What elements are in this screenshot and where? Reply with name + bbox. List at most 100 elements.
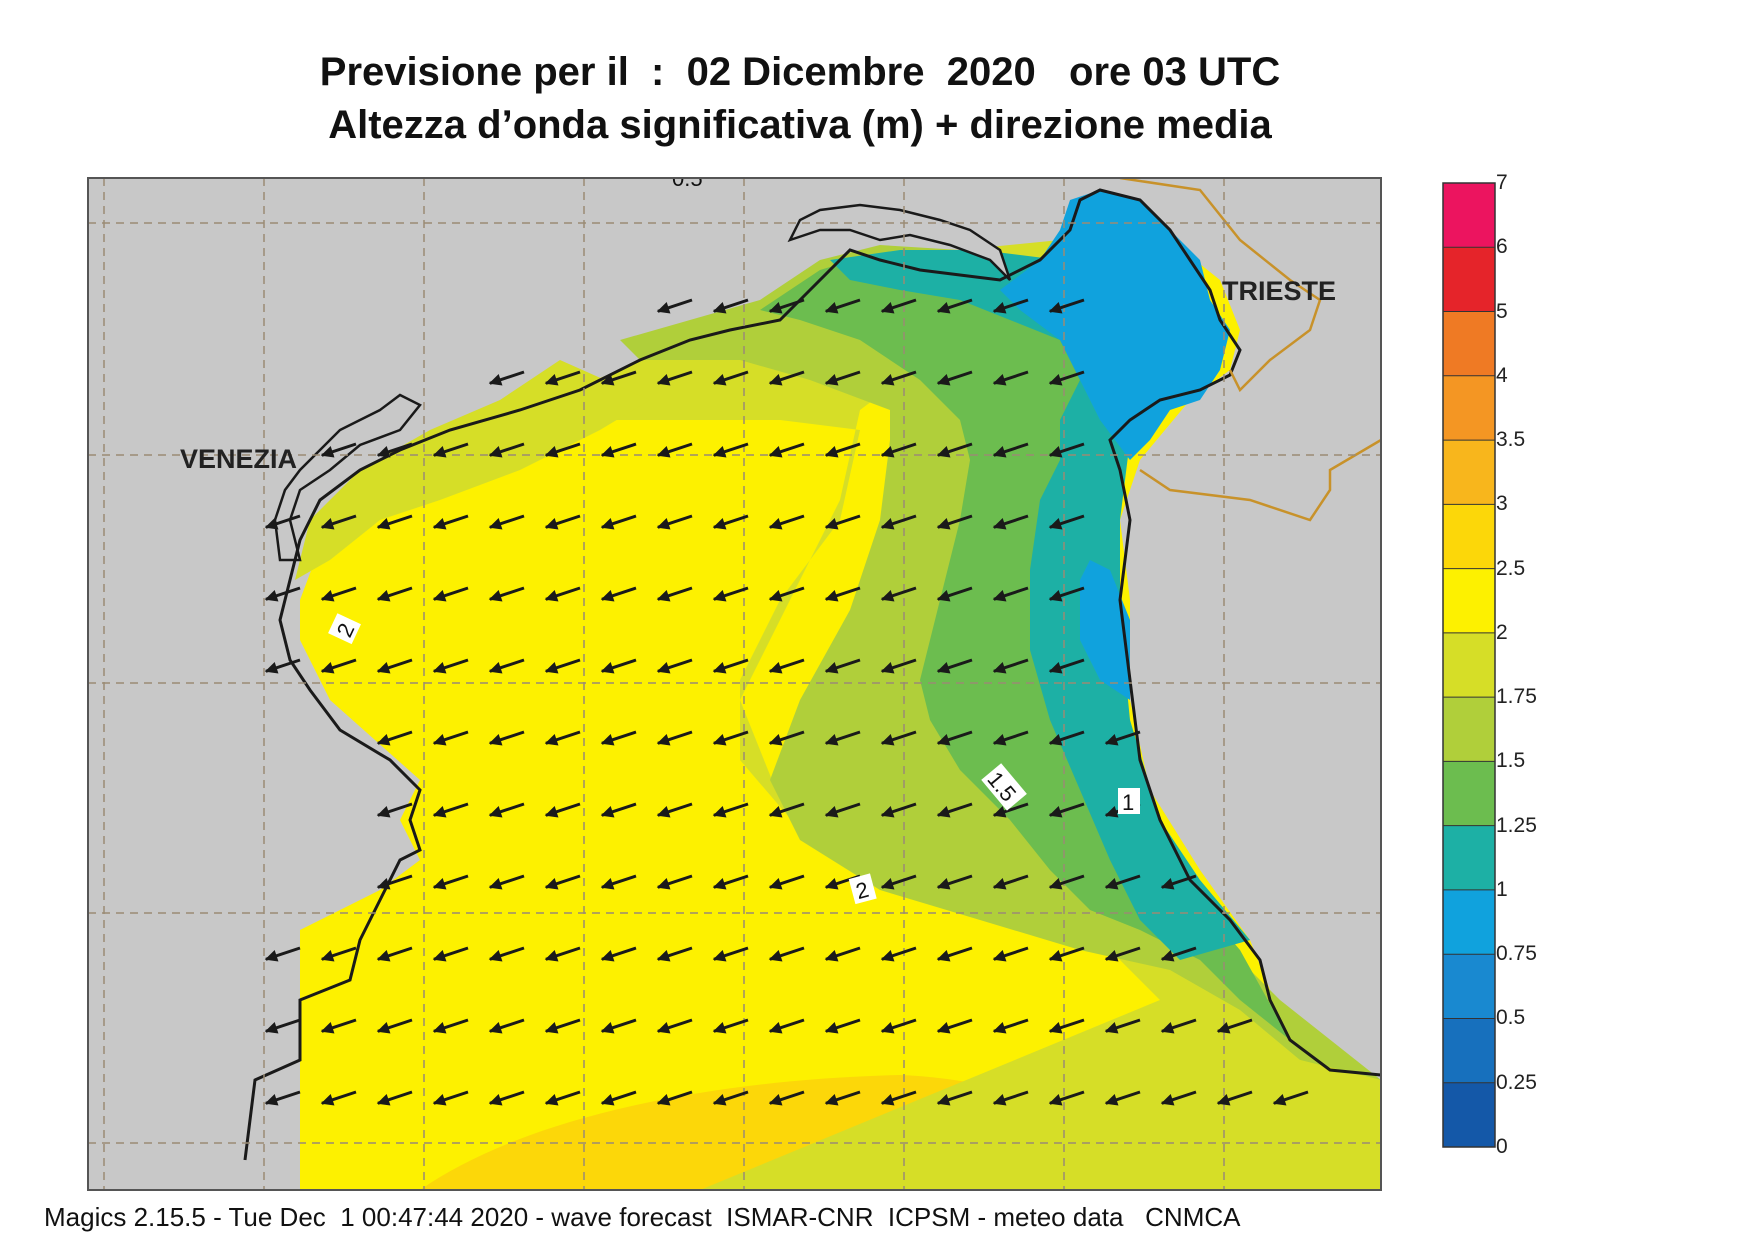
direction-arrow-head <box>992 734 1007 746</box>
direction-arrow-head <box>880 1022 895 1034</box>
direction-arrow-head <box>824 302 839 314</box>
direction-arrow-head <box>600 518 615 530</box>
direction-arrow-head <box>712 590 727 602</box>
contour-label-1: 1 <box>1118 788 1140 815</box>
direction-arrow-head <box>1104 950 1119 962</box>
direction-arrow-head <box>936 662 951 674</box>
direction-arrow-head <box>1048 446 1063 458</box>
direction-arrow-head <box>432 446 447 458</box>
direction-arrow-head <box>1160 1094 1175 1106</box>
colorbar-swatch <box>1443 568 1495 634</box>
direction-arrow-head <box>488 1022 503 1034</box>
direction-arrow-head <box>264 1022 279 1034</box>
direction-arrow-head <box>600 374 615 386</box>
direction-arrow-head <box>1048 590 1063 602</box>
direction-arrow-head <box>656 590 671 602</box>
colorbar-swatch <box>1443 825 1495 891</box>
direction-arrow-head <box>544 950 559 962</box>
svg-text:1: 1 <box>1122 790 1134 815</box>
direction-arrow-head <box>600 590 615 602</box>
direction-arrow-head <box>768 1094 783 1106</box>
direction-arrow-head <box>376 1094 391 1106</box>
band-0p75-1-east <box>1080 560 1130 700</box>
direction-arrow-head <box>712 878 727 890</box>
direction-arrow-head <box>432 662 447 674</box>
direction-arrow-head <box>488 734 503 746</box>
colorbar-tick-label: 1.75 <box>1496 685 1537 709</box>
direction-arrow-head <box>992 446 1007 458</box>
colorbar-swatch <box>1443 311 1495 377</box>
contour-label-0p5: 0.5 <box>672 166 703 191</box>
direction-arrow-head <box>656 1022 671 1034</box>
direction-arrow-head <box>1216 1094 1231 1106</box>
direction-arrow-head <box>1048 806 1063 818</box>
direction-arrow-head <box>656 374 671 386</box>
colorbar-swatch <box>1443 632 1495 698</box>
band-0p75-1 <box>1000 190 1230 460</box>
direction-arrow-head <box>264 950 279 962</box>
colorbar-frame <box>1442 182 1496 1148</box>
direction-arrow-head <box>1048 950 1063 962</box>
coastline <box>243 188 1381 1161</box>
colorbar-swatch <box>1443 375 1495 441</box>
direction-arrow-head <box>320 662 335 674</box>
direction-arrow-head <box>880 518 895 530</box>
direction-arrow-head <box>936 806 951 818</box>
direction-arrow-head <box>600 1094 615 1106</box>
direction-arrow-head <box>432 1022 447 1034</box>
direction-arrow-head <box>544 374 559 386</box>
direction-arrow-head <box>320 1094 335 1106</box>
direction-arrow-head <box>992 1094 1007 1106</box>
direction-arrow-head <box>432 878 447 890</box>
direction-arrow-head <box>992 518 1007 530</box>
direction-arrow-head <box>992 950 1007 962</box>
direction-arrow-head <box>376 878 391 890</box>
graticule <box>88 178 1381 1190</box>
direction-arrow-head <box>600 806 615 818</box>
direction-arrow-head <box>936 302 951 314</box>
direction-arrow-head <box>264 590 279 602</box>
direction-arrow-head <box>824 1094 839 1106</box>
direction-arrow-head <box>1048 1022 1063 1034</box>
direction-arrow-head <box>768 950 783 962</box>
direction-arrow-head <box>376 950 391 962</box>
colorbar-tick-label: 0 <box>1496 1135 1508 1158</box>
direction-arrow-head <box>992 878 1007 890</box>
direction-arrow-head <box>1048 1094 1063 1106</box>
colorbar-tick-label: 7 <box>1496 171 1508 194</box>
direction-arrow-head <box>656 950 671 962</box>
colorbar-tick-label: 3.5 <box>1496 428 1526 452</box>
band-1p25-1p5 <box>760 255 1290 1040</box>
direction-arrow-head <box>992 1022 1007 1034</box>
direction-arrow-head <box>712 662 727 674</box>
direction-arrow-head <box>488 806 503 818</box>
direction-arrow-head <box>600 1022 615 1034</box>
direction-arrow-head <box>1104 1022 1119 1034</box>
colorbar-tick-label: 1.25 <box>1496 813 1537 837</box>
direction-arrow-head <box>264 1094 279 1106</box>
direction-arrow-head <box>376 806 391 818</box>
direction-arrow-head <box>544 1094 559 1106</box>
colorbar-swatch <box>1443 504 1495 570</box>
direction-arrow-head <box>880 590 895 602</box>
colorbar-tick-label: 0.75 <box>1496 942 1537 966</box>
direction-arrow-head <box>824 374 839 386</box>
direction-arrow-head <box>880 950 895 962</box>
direction-arrow-head <box>880 734 895 746</box>
direction-arrow-head <box>824 734 839 746</box>
direction-arrow-head <box>712 734 727 746</box>
direction-arrow-head <box>544 446 559 458</box>
colorbar-tick-label: 5 <box>1496 299 1508 323</box>
city-label-venezia: VENEZIA <box>180 444 297 474</box>
direction-arrow-head <box>768 878 783 890</box>
direction-arrow-head <box>656 878 671 890</box>
direction-arrow-head <box>320 590 335 602</box>
direction-arrow-head <box>1104 806 1119 818</box>
direction-arrow-head <box>824 1022 839 1034</box>
colorbar-tick-label: 4 <box>1496 363 1508 387</box>
direction-arrow-head <box>824 590 839 602</box>
direction-arrow-head <box>1160 878 1175 890</box>
footer-credits: Magics 2.15.5 - Tue Dec 1 00:47:44 2020 … <box>44 1202 1241 1232</box>
direction-arrow-head <box>712 1094 727 1106</box>
direction-arrow-head <box>824 950 839 962</box>
